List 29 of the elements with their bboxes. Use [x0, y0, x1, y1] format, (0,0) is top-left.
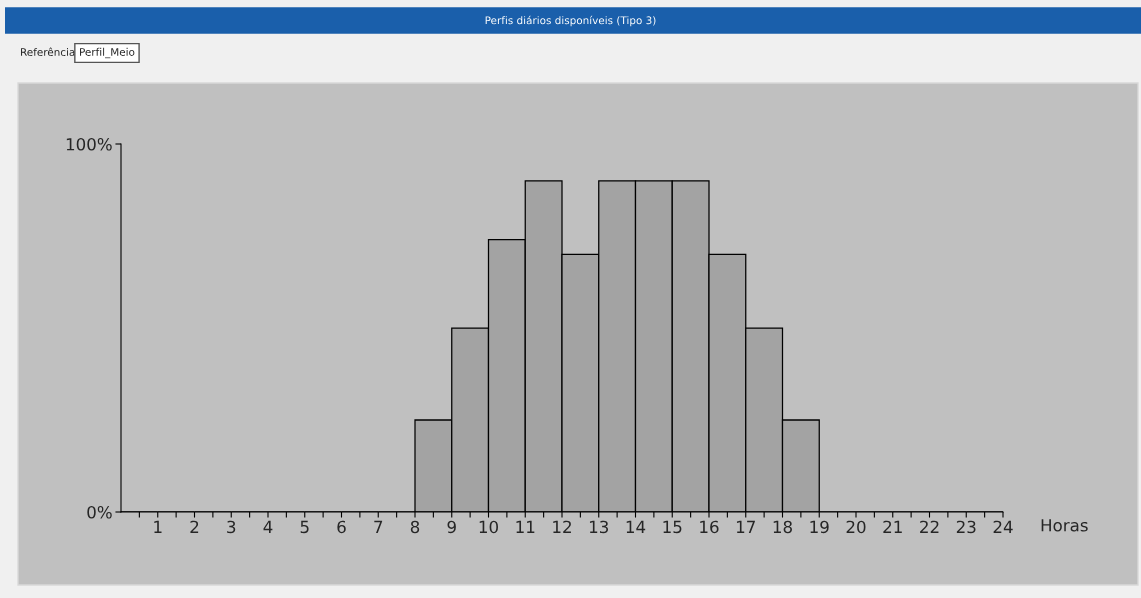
x-tick-label: 16 [700, 520, 719, 534]
x-tick-label: 24 [993, 520, 1013, 533]
x-tick-label: 19 [810, 520, 829, 534]
x-tick-label: 2 [190, 520, 199, 533]
chart-title: Perfis diários disponíveis (Tipo 3) [485, 15, 656, 27]
x-tick-label: 9 [447, 520, 456, 534]
x-tick-label: 5 [300, 520, 309, 534]
x-tick-label: 18 [773, 520, 792, 534]
x-tick-label: 3 [227, 520, 236, 534]
x-tick-label: 22 [920, 520, 939, 533]
x-tick-label: 21 [883, 520, 902, 533]
x-tick-label: 20 [846, 520, 866, 534]
x-tick-label: 4 [263, 520, 273, 533]
x-tick-label: 13 [589, 520, 609, 534]
text: Perfil_Meio [80, 47, 135, 59]
x-axis-title: Horas [1041, 519, 1088, 532]
x-tick-label: 10 [479, 520, 498, 534]
y-tick-label: 0% [87, 505, 112, 519]
x-tick-label: 23 [956, 520, 976, 534]
x-tick-label: 15 [663, 520, 682, 534]
x-tick-label: 17 [736, 520, 755, 533]
y-tick-label: 100% [66, 137, 112, 151]
x-tick-label: 6 [337, 520, 346, 534]
x-tick-label: 12 [553, 520, 571, 533]
x-tick-label: 14 [626, 520, 646, 533]
x-tick-label: 11 [516, 520, 535, 533]
x-tick-label: 8 [410, 520, 420, 534]
x-tick-label: 1 [154, 520, 162, 533]
x-tick-label: 7 [374, 520, 383, 533]
